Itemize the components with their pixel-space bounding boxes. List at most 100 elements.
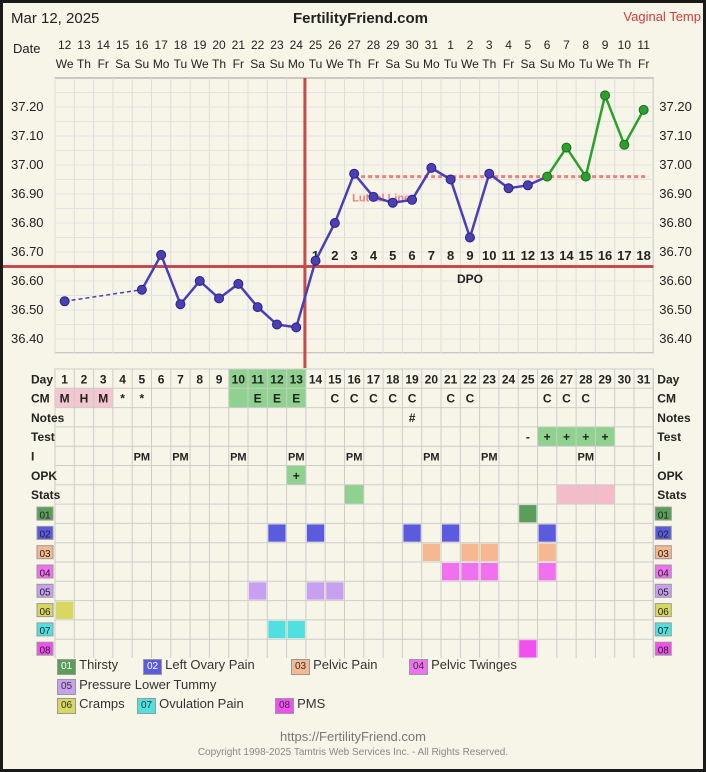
temp-point	[464, 232, 475, 243]
weekday-label: Tu	[444, 57, 458, 71]
y-tick-label-right: 37.20	[659, 99, 692, 114]
cm-mark: H	[80, 392, 89, 406]
y-tick-label: 36.90	[11, 186, 44, 201]
test-positive-cell	[556, 426, 577, 447]
temp-point	[291, 322, 302, 333]
cycle-day-label: 29	[598, 372, 612, 386]
date-label: 16	[135, 38, 149, 52]
date-label: 29	[386, 38, 400, 52]
footer-url[interactable]: https://FertilityFriend.com	[280, 729, 426, 744]
test-mark: +	[602, 430, 609, 444]
temp-point	[175, 299, 186, 310]
symptom-cell-03	[538, 543, 556, 561]
cm-cell-pink	[93, 388, 113, 408]
dpo-label: 1	[312, 248, 319, 263]
symptom-cell-02	[306, 524, 325, 542]
weekday-label: Th	[347, 57, 361, 71]
cm-mark: C	[466, 392, 475, 406]
temp-point	[522, 180, 533, 191]
date-label: 19	[193, 38, 207, 52]
weekday-label: Sa	[115, 57, 130, 71]
row-label-right: Day	[657, 372, 679, 386]
cycle-day-label: 10	[232, 372, 246, 386]
cm-mark: E	[273, 392, 281, 406]
date-label: 26	[328, 38, 342, 52]
dpo-label: 10	[482, 248, 496, 263]
site-title[interactable]: FertilityFriend.com	[293, 10, 429, 27]
detail-grid	[54, 368, 654, 658]
intercourse-mark: PM	[134, 452, 151, 464]
date-label: 5	[525, 38, 532, 52]
y-tick-label-right: 36.40	[659, 331, 692, 346]
temp-line	[140, 166, 548, 329]
date-label: 27	[347, 38, 361, 52]
temp-point	[619, 139, 630, 150]
cycle-day-label: 1	[61, 372, 68, 386]
weekday-label: Sa	[385, 57, 400, 71]
weekday-label: Mo	[288, 57, 305, 71]
cycle-day-label: 15	[328, 372, 342, 386]
note-mark: #	[409, 411, 416, 425]
symptom-cell-02	[268, 524, 286, 542]
temp-point	[136, 284, 147, 295]
date-label: 6	[544, 38, 551, 52]
symptom-cell-03	[480, 543, 498, 561]
cycle-day-label: 11	[251, 372, 264, 386]
temp-type: Vaginal Temp	[623, 9, 701, 24]
row-label-right: Notes	[657, 411, 691, 425]
date-label: 20	[212, 38, 226, 52]
weekday-label: Sa	[521, 57, 536, 71]
intercourse-mark: PM	[423, 452, 440, 464]
cm-cell-pink	[55, 388, 75, 408]
temp-point	[426, 162, 437, 173]
cycle-day-label: 14	[309, 372, 323, 386]
cycle-day-label: 13	[290, 372, 304, 386]
row-label: Notes	[31, 411, 65, 425]
cm-cell-pink	[74, 388, 94, 408]
symptom-code-label-right: 03	[658, 549, 670, 560]
footer-copyright: Copyright 1998-2025 Tamtris Web Services…	[197, 747, 509, 758]
stats-cell	[595, 484, 615, 505]
row-label-right: CM	[657, 392, 676, 406]
y-tick-label: 36.40	[11, 331, 44, 346]
cm-mark: C	[543, 392, 552, 406]
legend-item-08: 08 PMS	[275, 696, 325, 714]
cm-mark: C	[581, 392, 590, 406]
cycle-day-label: 20	[425, 372, 439, 386]
cm-mark: C	[562, 392, 571, 406]
symptom-code-label-right: 01	[658, 510, 670, 521]
symptom-code-chip-right	[654, 583, 672, 598]
cm-mark: C	[408, 392, 417, 406]
row-label: OPK	[31, 469, 57, 483]
cycle-day-label: 9	[216, 372, 223, 386]
dpo-label: 16	[598, 248, 612, 263]
cm-mark: C	[388, 392, 397, 406]
cycle-day-label: 25	[521, 372, 535, 386]
stats-cell	[344, 484, 364, 505]
y-tick-label: 37.00	[11, 157, 44, 172]
temp-line-pregnant	[546, 91, 645, 180]
dpo-caption: DPO	[457, 272, 483, 286]
date-label: 28	[367, 38, 381, 52]
symptom-cell-01	[519, 505, 537, 523]
weekday-label: Tu	[174, 57, 188, 71]
date-label: 23	[270, 38, 284, 52]
weekday-label: We	[461, 57, 479, 71]
y-tick-label-right: 36.80	[659, 215, 692, 230]
test-mark: +	[582, 430, 589, 444]
test-positive-cell	[576, 426, 596, 447]
symptom-code-chip	[36, 506, 54, 521]
dpo-label: 9	[466, 248, 473, 263]
cycle-day-label: 8	[196, 372, 203, 386]
cm-mark: E	[254, 392, 262, 406]
y-tick-label: 37.10	[11, 128, 44, 143]
symptom-cell-02	[403, 524, 421, 542]
row-label: Test	[31, 430, 55, 444]
symptom-code-chip-right	[654, 622, 672, 637]
row-label-right: I	[657, 450, 660, 464]
cycle-day-label: 23	[483, 372, 497, 386]
symptom-code-label: 04	[39, 568, 51, 579]
date-label: 12	[58, 38, 72, 52]
weekday-label: Tu	[309, 57, 323, 71]
row-label-right: Stats	[657, 488, 687, 502]
